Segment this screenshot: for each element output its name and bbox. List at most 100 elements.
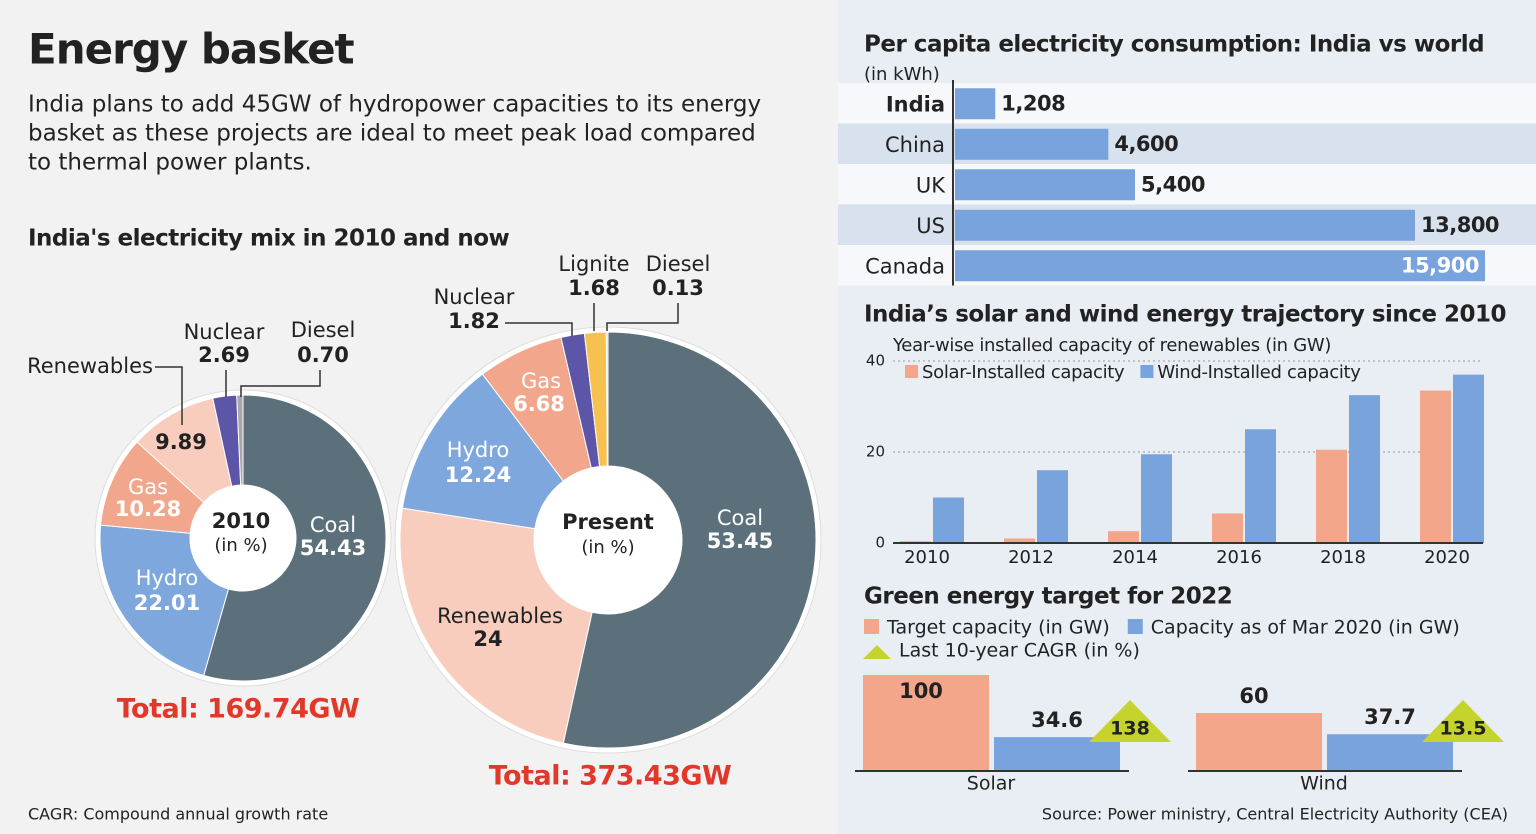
x-tick-label: 2010	[904, 547, 950, 568]
slice-name: Nuclear	[434, 285, 515, 309]
y-tick-label: 0	[875, 534, 885, 552]
value-label: 37.7	[1364, 705, 1416, 729]
category-label: UK	[916, 173, 946, 197]
value-label: 60	[1239, 684, 1268, 708]
x-tick-label: 2018	[1320, 547, 1366, 568]
x-tick-label: 2014	[1112, 547, 1158, 568]
leader-line	[505, 322, 573, 336]
slice-value: 22.01	[134, 591, 200, 615]
value-label: 1,208	[1001, 91, 1065, 115]
slice-name: Coal	[717, 506, 763, 530]
slice-name: Diesel	[291, 318, 356, 342]
value-label: 13,800	[1421, 213, 1499, 237]
leader-line	[155, 366, 183, 425]
category-label: US	[916, 214, 945, 238]
row-band	[838, 83, 1536, 124]
slice-value: 0.70	[297, 343, 349, 367]
slice-name: Renewables	[437, 604, 563, 628]
bar	[1196, 713, 1322, 770]
description: India plans to add 45GW of hydropower ca…	[28, 92, 761, 118]
category-label: India	[886, 92, 945, 116]
pie-center-note: (in %)	[581, 537, 634, 558]
leader-line	[240, 370, 321, 397]
bar	[1004, 538, 1035, 543]
legend-label: Capacity as of Mar 2020 (in GW)	[1151, 617, 1460, 639]
slice-value: 24	[473, 627, 502, 651]
footnote: CAGR: Compound annual growth rate	[28, 805, 328, 824]
bar	[955, 250, 1485, 282]
y-tick-label: 20	[866, 443, 885, 461]
legend-label: Wind-Installed capacity	[1157, 362, 1361, 383]
cagr-marker	[1422, 700, 1504, 742]
value-label: 5,400	[1141, 172, 1205, 196]
y-tick-label: 40	[866, 352, 885, 370]
row-band	[838, 164, 1536, 205]
slice-value: 1.68	[568, 276, 620, 300]
category-label: China	[885, 133, 945, 157]
pie-hole	[534, 466, 682, 614]
source: Source: Power ministry, Central Electric…	[1042, 805, 1508, 824]
chart-title: Green energy target for 2022	[864, 584, 1232, 610]
bar	[1349, 395, 1380, 543]
legend-label: Last 10-year CAGR (in %)	[899, 640, 1140, 662]
chart-title: Per capita electricity consumption: Indi…	[864, 32, 1484, 58]
group-label: Solar	[967, 773, 1016, 795]
bar	[933, 497, 964, 543]
cagr-label: 13.5	[1440, 718, 1487, 740]
legend-swatch	[864, 619, 879, 634]
group-label: Wind	[1300, 773, 1348, 795]
pie-total: Total: 169.74GW	[117, 694, 360, 725]
section-title: India's electricity mix in 2010 and now	[28, 226, 510, 252]
slice-name: Renewables	[27, 354, 153, 378]
slice-value: 2.69	[198, 343, 250, 367]
slice-value: 10.28	[115, 497, 181, 521]
slice-value: 53.45	[707, 529, 773, 553]
bar	[1212, 513, 1243, 543]
bar	[1245, 429, 1276, 543]
slice-value: 1.82	[448, 309, 500, 333]
bar	[1453, 374, 1484, 543]
cagr-marker	[1089, 700, 1171, 742]
bar	[1108, 531, 1139, 543]
bar	[955, 128, 1109, 160]
slice-name: Gas	[521, 369, 561, 393]
bar	[1141, 454, 1172, 543]
bar	[994, 737, 1120, 770]
legend-swatch	[905, 365, 918, 378]
slice-value: 12.24	[445, 463, 511, 487]
value-label: 34.6	[1031, 708, 1083, 732]
pie-center-label: Present	[562, 510, 654, 534]
slice-value: 9.89	[155, 430, 207, 454]
pie-center-note: (in %)	[214, 535, 267, 556]
description: basket as these projects are ideal to me…	[28, 121, 756, 147]
bar	[955, 169, 1135, 201]
slice-name: Coal	[310, 513, 356, 537]
value-label: 4,600	[1114, 132, 1178, 156]
slice-name: Hydro	[447, 438, 510, 462]
cagr-label: 138	[1110, 718, 1150, 740]
value-label: 15,900	[1401, 253, 1479, 277]
legend-triangle	[863, 645, 891, 659]
bar	[1420, 390, 1451, 543]
x-tick-label: 2012	[1008, 547, 1054, 568]
bar	[955, 209, 1415, 241]
slice-name: Gas	[128, 475, 168, 499]
slice-name: Hydro	[136, 566, 199, 590]
bar	[1037, 470, 1068, 543]
pie-hole	[190, 485, 296, 591]
slice-value: 0.13	[652, 276, 704, 300]
legend-label: Target capacity (in GW)	[886, 617, 1110, 639]
legend-swatch	[1127, 619, 1143, 634]
legend-swatch	[1140, 365, 1154, 378]
x-tick-label: 2016	[1216, 547, 1262, 568]
slice-name: Lignite	[558, 252, 629, 276]
page-title: Energy basket	[28, 25, 355, 74]
bar	[863, 675, 989, 770]
slice-value: 54.43	[300, 536, 366, 560]
slice-value: 6.68	[513, 392, 565, 416]
legend-label: Solar-Installed capacity	[922, 362, 1125, 383]
bar	[955, 88, 996, 120]
pie-center-label: 2010	[212, 509, 270, 533]
description: to thermal power plants.	[28, 150, 312, 176]
category-label: Canada	[865, 254, 945, 278]
